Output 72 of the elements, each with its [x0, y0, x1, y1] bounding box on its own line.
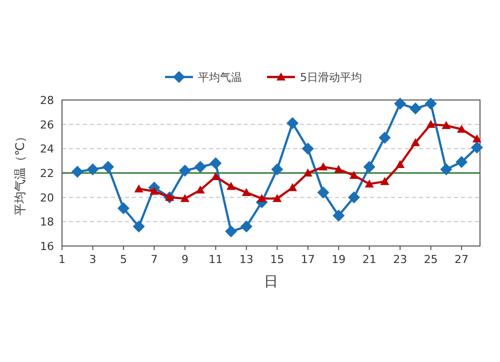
point	[349, 170, 358, 179]
x-tick-label: 1	[58, 253, 66, 266]
y-tick-label: 18	[40, 216, 54, 229]
point	[71, 166, 84, 178]
point	[456, 156, 468, 168]
point	[332, 210, 345, 222]
point	[410, 138, 420, 146]
point	[472, 134, 482, 142]
point	[424, 98, 437, 110]
x-tick-label: 15	[270, 253, 284, 266]
point	[180, 194, 190, 202]
point	[378, 132, 391, 144]
point	[196, 186, 205, 194]
y-tick-label: 16	[40, 240, 54, 253]
point	[380, 177, 390, 186]
x-tick-label: 9	[181, 253, 188, 266]
point	[211, 172, 220, 180]
point	[225, 225, 238, 238]
point	[165, 192, 174, 201]
x-tick-label: 11	[208, 253, 223, 266]
point	[303, 168, 312, 176]
y-tick-label: 22	[40, 167, 54, 180]
point	[426, 120, 436, 128]
point	[102, 160, 114, 173]
point	[257, 194, 266, 202]
point	[272, 194, 282, 202]
y-tick-label: 28	[40, 94, 54, 107]
point	[470, 141, 483, 154]
point	[194, 160, 206, 173]
point	[132, 220, 145, 233]
y-tick-label: 24	[40, 142, 54, 156]
point	[317, 186, 330, 198]
x-tick-label: 5	[120, 253, 127, 266]
point	[134, 184, 144, 192]
point	[409, 102, 422, 115]
point	[288, 183, 298, 192]
point	[271, 163, 284, 176]
point	[440, 163, 452, 176]
x-tick-label: 25	[424, 253, 438, 266]
point	[117, 202, 130, 214]
point	[86, 163, 99, 176]
legend-label: 平均气温	[198, 71, 242, 84]
point	[210, 157, 222, 170]
point	[394, 98, 406, 110]
point	[242, 188, 251, 196]
point	[442, 121, 451, 130]
point	[286, 117, 299, 130]
point	[226, 182, 236, 190]
x-tick-label: 27	[454, 253, 469, 266]
y-tick-label: 20	[40, 191, 54, 204]
x-tick-label: 7	[150, 253, 158, 266]
point	[396, 160, 405, 168]
y-axis-title: 平均气温（℃）	[13, 130, 27, 216]
x-tick-label: 19	[332, 253, 346, 266]
point	[302, 142, 314, 155]
x-tick-label: 13	[239, 253, 254, 266]
x-axis-title: 日	[264, 274, 278, 290]
x-tick-label: 21	[362, 253, 376, 266]
point	[178, 164, 191, 177]
point	[240, 220, 252, 233]
point	[364, 179, 374, 188]
y-tick-label: 26	[40, 118, 54, 132]
point	[150, 186, 159, 195]
point	[363, 160, 376, 173]
x-tick-label: 3	[89, 253, 96, 266]
point	[334, 164, 344, 173]
point	[348, 191, 360, 204]
point	[318, 162, 328, 170]
x-tick-label: 23	[393, 253, 408, 266]
legend-label: 5日滑动平均	[300, 71, 362, 84]
point	[457, 124, 466, 133]
x-tick-label: 17	[300, 253, 315, 266]
